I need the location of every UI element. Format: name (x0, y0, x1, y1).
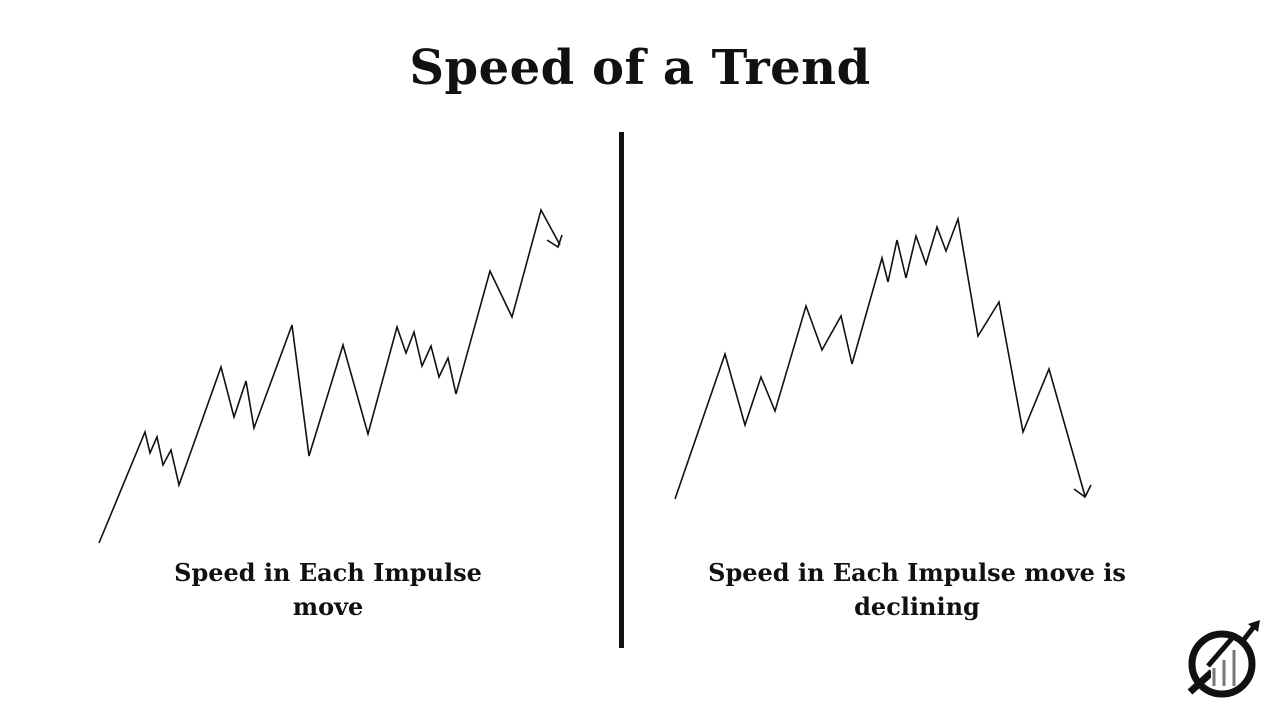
declining-trend-arrowhead (1073, 484, 1092, 499)
page-title: Speed of a Trend (409, 40, 871, 96)
circular-chart-logo-icon (1187, 620, 1260, 698)
uptrend-arrowhead (546, 234, 563, 249)
right-caption: Speed in Each Impulse move is declining (708, 558, 1126, 621)
uptrend-zigzag-line (98, 207, 561, 544)
left-caption: Speed in Each Impulse move (174, 558, 482, 621)
declining-trend-zigzag-line (674, 215, 1086, 500)
center-divider (619, 132, 624, 648)
